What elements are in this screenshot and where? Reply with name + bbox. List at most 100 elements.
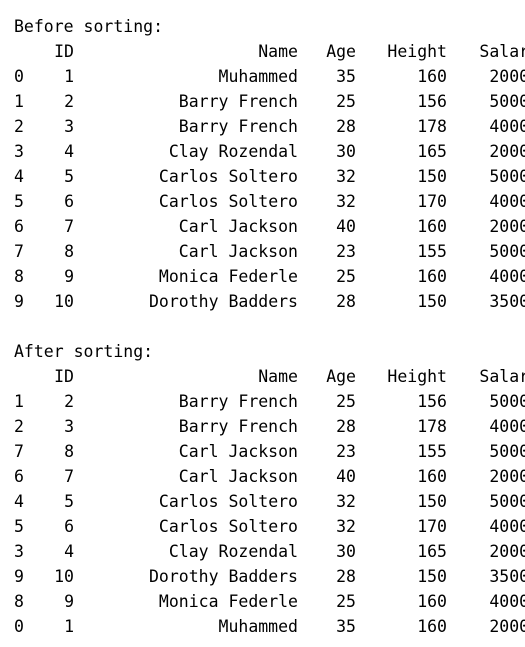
id-cell: 9 [64, 267, 74, 286]
age-cell: 35 [336, 67, 356, 86]
table-row: 3 4 Clay Rozendal 30 165 20000 [14, 139, 525, 164]
id-cell: 4 [64, 142, 74, 161]
row-index: 2 [14, 417, 24, 436]
name-cell: Carl Jackson [178, 467, 298, 486]
console-output: Before sorting: ID Name Age Height Salar… [14, 14, 525, 639]
table-row: 1 2 Barry French 25 156 50000 [14, 89, 525, 114]
index-header [14, 364, 44, 389]
row-index: 1 [14, 392, 24, 411]
id-cell: 5 [64, 492, 74, 511]
age-cell: 32 [336, 492, 356, 511]
height-cell: 160 [417, 592, 447, 611]
row-index: 3 [14, 142, 24, 161]
age-cell: 25 [336, 267, 356, 286]
salary-cell: 20000 [489, 217, 525, 236]
age-cell: 32 [336, 517, 356, 536]
table-row: 7 8 Carl Jackson 23 155 50000 [14, 439, 525, 464]
row-index: 5 [14, 192, 24, 211]
row-index: 9 [14, 292, 24, 311]
table-row: 4 5 Carlos Soltero 32 150 50000 [14, 489, 525, 514]
row-index: 8 [14, 267, 24, 286]
salary-header: Salary [479, 42, 525, 61]
age-cell: 40 [336, 467, 356, 486]
id-cell: 2 [64, 392, 74, 411]
id-cell: 10 [54, 292, 74, 311]
row-index: 6 [14, 467, 24, 486]
height-cell: 156 [417, 392, 447, 411]
table-row: 6 7 Carl Jackson 40 160 20000 [14, 214, 525, 239]
salary-cell: 50000 [489, 242, 525, 261]
salary-cell: 50000 [489, 392, 525, 411]
table-row: 0 1 Muhammed 35 160 20000 [14, 64, 525, 89]
age-cell: 28 [336, 117, 356, 136]
salary-cell: 50000 [489, 442, 525, 461]
height-cell: 160 [417, 467, 447, 486]
row-index: 9 [14, 567, 24, 586]
after-caption: After sorting: [14, 342, 154, 361]
row-index: 2 [14, 117, 24, 136]
name-cell: Dorothy Badders [148, 292, 298, 311]
table-row: 7 8 Carl Jackson 23 155 50000 [14, 239, 525, 264]
after-header-row: ID Name Age Height Salary [14, 364, 525, 389]
age-cell: 23 [336, 442, 356, 461]
height-cell: 178 [417, 417, 447, 436]
age-cell: 40 [336, 217, 356, 236]
height-cell: 170 [417, 192, 447, 211]
height-header: Height [387, 367, 447, 386]
salary-cell: 50000 [489, 492, 525, 511]
salary-cell: 50000 [489, 167, 525, 186]
name-cell: Muhammed [218, 617, 298, 636]
id-cell: 9 [64, 592, 74, 611]
name-cell: Muhammed [218, 67, 298, 86]
name-cell: Monica Federle [158, 592, 298, 611]
row-index: 7 [14, 442, 24, 461]
name-cell: Monica Federle [158, 267, 298, 286]
name-cell: Dorothy Badders [148, 567, 298, 586]
age-cell: 28 [336, 417, 356, 436]
table-row: 3 4 Clay Rozendal 30 165 20000 [14, 539, 525, 564]
age-cell: 30 [336, 142, 356, 161]
table-row: 6 7 Carl Jackson 40 160 20000 [14, 464, 525, 489]
name-cell: Carlos Soltero [158, 192, 298, 211]
name-cell: Barry French [178, 117, 298, 136]
name-header: Name [258, 367, 298, 386]
salary-cell: 20000 [489, 467, 525, 486]
height-cell: 160 [417, 617, 447, 636]
table-row: 9 10 Dorothy Badders 28 150 35000 [14, 289, 525, 314]
id-cell: 3 [64, 117, 74, 136]
height-cell: 150 [417, 167, 447, 186]
height-cell: 150 [417, 567, 447, 586]
name-cell: Clay Rozendal [168, 542, 298, 561]
salary-cell: 20000 [489, 67, 525, 86]
height-header: Height [387, 42, 447, 61]
row-index: 8 [14, 592, 24, 611]
age-cell: 35 [336, 617, 356, 636]
salary-cell: 20000 [489, 542, 525, 561]
name-cell: Carlos Soltero [158, 167, 298, 186]
age-cell: 25 [336, 392, 356, 411]
name-header: Name [258, 42, 298, 61]
height-cell: 160 [417, 67, 447, 86]
row-index: 5 [14, 517, 24, 536]
height-cell: 170 [417, 517, 447, 536]
row-index: 4 [14, 492, 24, 511]
age-cell: 23 [336, 242, 356, 261]
height-cell: 165 [417, 142, 447, 161]
table-row: 0 1 Muhammed 35 160 20000 [14, 614, 525, 639]
before-header-row: ID Name Age Height Salary [14, 39, 525, 64]
id-cell: 5 [64, 167, 74, 186]
height-cell: 160 [417, 267, 447, 286]
table-row: 1 2 Barry French 25 156 50000 [14, 389, 525, 414]
id-cell: 1 [64, 67, 74, 86]
height-cell: 178 [417, 117, 447, 136]
row-index: 1 [14, 92, 24, 111]
id-cell: 3 [64, 417, 74, 436]
